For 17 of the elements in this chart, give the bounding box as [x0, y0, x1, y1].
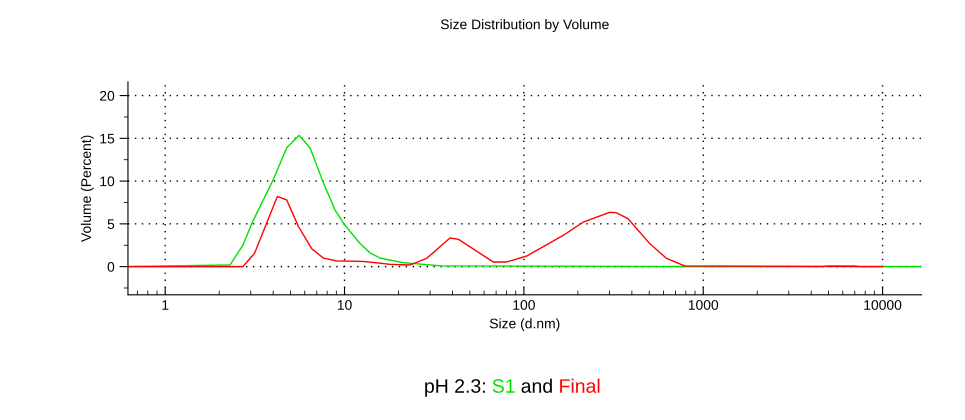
text: S1 [492, 379, 515, 393]
y-tick-label: 5 [108, 219, 114, 230]
text: and [522, 378, 552, 393]
x-tick-label: 10 [338, 300, 352, 310]
y-tick-label: 0 [108, 262, 114, 272]
text: Final [560, 378, 600, 393]
y-axis-title: Volume (Percent) [80, 136, 94, 242]
y-tick-label: 15 [100, 134, 114, 144]
text: pH 2.3: [425, 379, 485, 397]
y-tick-label: 10 [100, 176, 114, 186]
x-tick-label: 100 [513, 300, 535, 310]
chart-title: Size Distribution by Volume [440, 19, 609, 32]
x-axis-title: Size (d.nm) [490, 318, 560, 332]
x-tick-label: 1000 [688, 300, 718, 310]
y-tick-label: 20 [100, 90, 114, 101]
x-tick-label: 10000 [864, 300, 902, 310]
x-tick-label: 1 [162, 300, 168, 310]
